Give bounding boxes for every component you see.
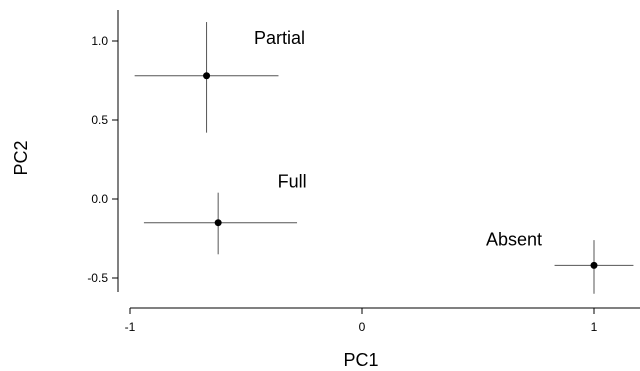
y-tick-label: 1.0 bbox=[91, 34, 108, 48]
data-point-group-full: Full bbox=[143, 172, 307, 255]
data-point bbox=[203, 72, 211, 80]
y-tick-label: -0.5 bbox=[87, 271, 108, 285]
data-series: Partial Full Absent bbox=[134, 22, 634, 294]
x-tick-label: -1 bbox=[125, 320, 136, 334]
x-tick-label: 0 bbox=[359, 320, 366, 334]
point-label: Absent bbox=[486, 229, 542, 249]
data-point bbox=[214, 219, 222, 227]
tick-marks: 1.0 0.5 0.0 -0.5 -1 0 1 bbox=[87, 34, 597, 334]
point-label: Full bbox=[278, 172, 307, 192]
x-tick-label: 1 bbox=[591, 320, 598, 334]
data-point-group-absent: Absent bbox=[486, 229, 634, 294]
x-axis-title: PC1 bbox=[343, 350, 378, 370]
data-point bbox=[590, 261, 598, 269]
axes bbox=[117, 10, 640, 309]
y-axis-title: PC2 bbox=[11, 140, 31, 175]
data-point-group-partial: Partial bbox=[134, 22, 305, 133]
y-tick-label: 0.0 bbox=[91, 192, 108, 206]
point-label: Partial bbox=[254, 28, 305, 48]
y-tick-label: 0.5 bbox=[91, 113, 108, 127]
